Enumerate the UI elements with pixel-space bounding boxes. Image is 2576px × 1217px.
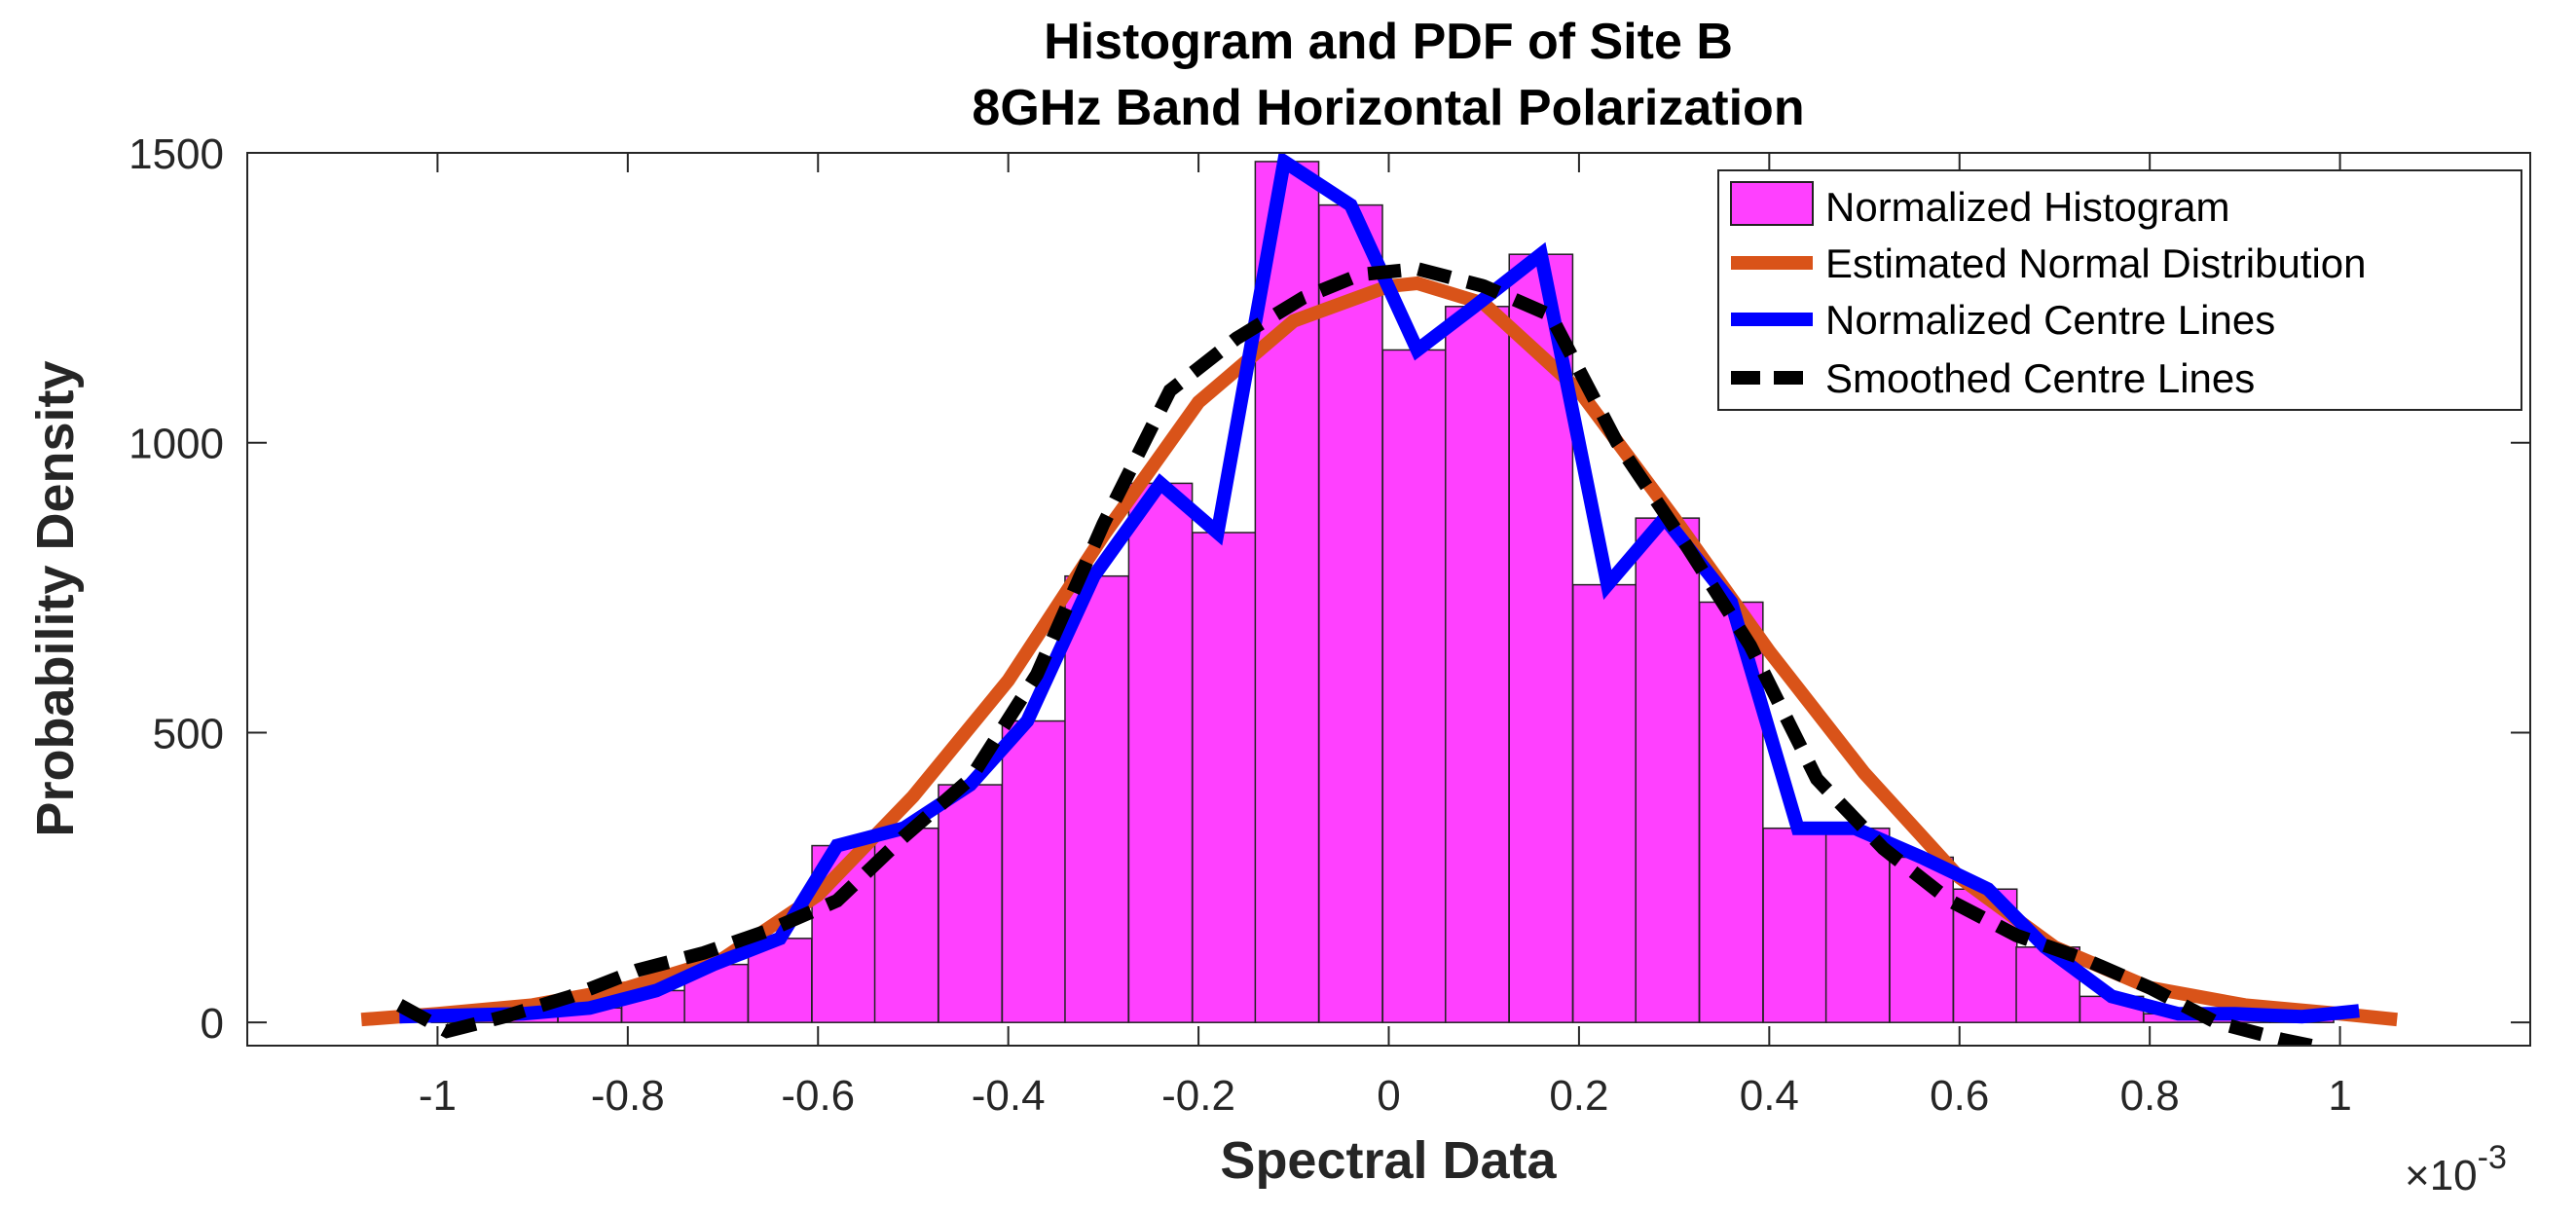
- histogram-bar: [1064, 574, 1129, 1023]
- histogram-bar: [1824, 827, 1891, 1023]
- x-tick-label: 0.4: [1740, 1072, 1799, 1120]
- series-lines: [360, 153, 2398, 1046]
- histogram-bar: [1001, 719, 1067, 1023]
- histogram-bar: [1192, 532, 1257, 1023]
- histogram-bar: [1445, 306, 1510, 1023]
- y-tick-label: 500: [153, 710, 224, 757]
- histogram-bar: [683, 963, 750, 1023]
- x-tick-label: 0.2: [1549, 1072, 1608, 1120]
- histogram-bar: [938, 784, 1003, 1023]
- histogram-bar: [1635, 517, 1701, 1023]
- x-tick-label: -0.8: [591, 1072, 665, 1120]
- x-tick-label: 0.8: [2120, 1072, 2180, 1120]
- legend-label-smoothed: Smoothed Centre Lines: [1825, 355, 2255, 401]
- legend: Normalized Histogram Estimated Normal Di…: [1717, 169, 2522, 411]
- x-axis-label: Spectral Data: [1220, 1131, 1557, 1190]
- legend-label-histogram: Normalized Histogram: [1825, 184, 2229, 230]
- legend-swatch-histogram: [1730, 181, 1814, 226]
- smoothed-centre-line: [395, 261, 2313, 1046]
- x-tick-label: -0.4: [972, 1072, 1046, 1120]
- legend-label-centre: Normalized Centre Lines: [1825, 297, 2275, 343]
- histogram-bars: [430, 161, 2335, 1023]
- x-tick-label: 0: [1377, 1072, 1400, 1120]
- x-tick-label: 0.6: [1930, 1072, 1989, 1120]
- x-tick-label: -0.2: [1161, 1072, 1235, 1120]
- y-tick-label: 0: [201, 1000, 224, 1048]
- x-axis-exponent-power: -3: [2478, 1139, 2507, 1176]
- histogram-bar: [1571, 583, 1638, 1023]
- legend-label-normal: Estimated Normal Distribution: [1825, 240, 2367, 286]
- x-axis-exponent-base: ×10: [2405, 1152, 2478, 1199]
- histogram-bar: [1762, 827, 1828, 1023]
- axis-ticks: -1 -0.8 -0.6 -0.4 -0.2 0 0.2 0.4 0.6 0.8 1 0 500 1000…: [129, 130, 2530, 1120]
- chart-title: Histogram and PDF of Site B: [1044, 14, 1733, 70]
- y-tick-label: 1500: [129, 130, 224, 178]
- x-axis-exponent: ×10-3: [2405, 1139, 2507, 1199]
- histogram-bar: [1381, 349, 1448, 1023]
- x-tick-label: -0.6: [781, 1072, 855, 1120]
- legend-box: [1717, 169, 2522, 411]
- x-tick-label: 1: [2328, 1072, 2351, 1120]
- chart-subtitle: 8GHz Band Horizontal Polarization: [972, 80, 1804, 136]
- histogram-bar: [1127, 482, 1194, 1023]
- y-tick-label: 1000: [129, 421, 224, 468]
- y-axis-label: Probability Density: [26, 360, 85, 836]
- x-tick-label: -1: [419, 1072, 457, 1120]
- histogram-bar: [1318, 203, 1383, 1023]
